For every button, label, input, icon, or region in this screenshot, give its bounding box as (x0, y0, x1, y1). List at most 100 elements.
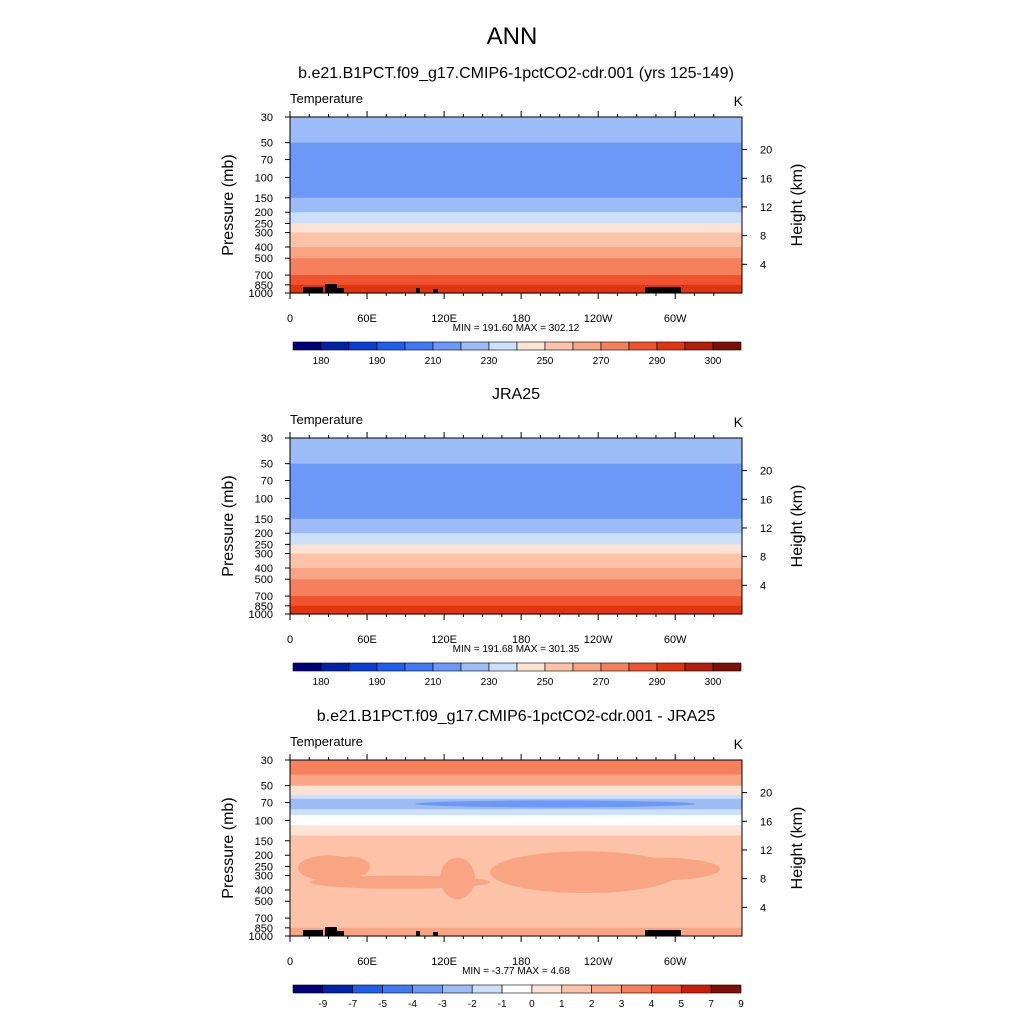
colorbar-label: -5 (378, 999, 387, 1010)
colorbar-cell (412, 984, 443, 994)
terrain-block (645, 287, 681, 293)
terrain-block (334, 288, 344, 293)
pressure-tick-label: 70 (261, 798, 273, 810)
lon-tick-label: 60W (664, 313, 687, 325)
terrain-block (433, 932, 438, 936)
pressure-tick-label: 100 (255, 815, 273, 827)
contour-band (290, 223, 742, 234)
colorbar-cell (488, 662, 518, 672)
lon-tick-label: 0 (287, 634, 293, 646)
colorbar-cell (322, 984, 354, 994)
pressure-tick-label: 500 (255, 253, 273, 265)
pressure-tick-label: 250 (255, 861, 273, 873)
difference-patch (415, 800, 695, 808)
y-axis-label: Pressure (mb) (220, 797, 237, 898)
colorbar-label: 190 (369, 677, 386, 688)
colorbar-cell (656, 662, 686, 672)
lon-tick-label: 120E (431, 634, 457, 646)
difference-patch (330, 856, 370, 878)
pressure-tick-label: 850 (255, 601, 273, 613)
colorbar-label: 230 (481, 677, 498, 688)
colorbar-label: 270 (593, 677, 610, 688)
colorbar-label: -4 (408, 999, 417, 1010)
contour-band (290, 284, 742, 294)
contour-band (290, 596, 742, 607)
pressure-tick-label: 150 (255, 836, 273, 848)
colorbar-cell (544, 662, 574, 672)
terrain-block (433, 289, 438, 293)
height-tick-label: 16 (760, 816, 772, 828)
colorbar-label: 1 (559, 999, 565, 1010)
pressure-tick-label: 30 (261, 433, 273, 445)
height-tick-label: 16 (760, 494, 772, 506)
colorbar-cell (656, 341, 686, 351)
height-tick-label: 4 (760, 259, 766, 271)
pressure-tick-label: 850 (255, 280, 273, 292)
plot-frame (289, 116, 743, 294)
colorbar-label: 250 (537, 356, 554, 367)
pressure-tick-label: 700 (255, 270, 273, 282)
height-tick-label: 12 (760, 202, 772, 214)
colorbar-cell (516, 662, 546, 672)
colorbar-cell (531, 984, 563, 994)
contour-band (290, 785, 742, 796)
panel-title: JRA25 (492, 386, 540, 403)
terrain-block (325, 927, 337, 936)
colorbar-cell (680, 984, 712, 994)
contour-band (290, 197, 742, 213)
colorbar-label: 210 (425, 356, 442, 367)
colorbar-cell (292, 341, 322, 351)
colorbar-cell (404, 341, 434, 351)
colorbar-cell (712, 662, 742, 672)
contour-panel-1: b.e21.B1PCT.f09_g17.CMIP6-1pctCO2-cdr.00… (220, 65, 806, 367)
colorbar-cell (348, 662, 378, 672)
contour-band (290, 918, 742, 929)
colorbar-label: 180 (313, 677, 330, 688)
pressure-tick-label: 300 (255, 228, 273, 240)
colorbar-cell (432, 341, 462, 351)
contour-band (290, 774, 742, 787)
contour-band (290, 794, 742, 800)
colorbar-cell (516, 341, 546, 351)
contour-band (290, 142, 742, 199)
pressure-tick-label: 200 (255, 207, 273, 219)
colorbar-cell (442, 984, 473, 994)
pressure-tick-label: 500 (255, 896, 273, 908)
height-tick-label: 8 (760, 874, 766, 886)
colorbar-cell (621, 984, 652, 994)
height-tick-label: 8 (760, 552, 766, 564)
plot-frame (289, 759, 743, 937)
pressure-tick-label: 200 (255, 850, 273, 862)
colorbar-cell (600, 662, 630, 672)
colorbar-label: 210 (425, 677, 442, 688)
colorbar-label: 2 (589, 999, 595, 1010)
pressure-tick-label: 500 (255, 574, 273, 586)
pressure-tick-label: 1000 (249, 288, 273, 300)
pressure-tick-label: 700 (255, 913, 273, 925)
pressure-tick-label: 150 (255, 514, 273, 526)
colorbar-cell (320, 662, 350, 672)
colorbar-cell (292, 984, 324, 994)
colorbar-cell (404, 662, 434, 672)
colorbar-cell (432, 662, 462, 672)
terrain-block (303, 287, 323, 293)
terrain-block (416, 931, 420, 936)
colorbar-label: 5 (678, 999, 684, 1010)
pressure-tick-label: 700 (255, 591, 273, 603)
pressure-tick-label: 1000 (249, 609, 273, 621)
colorbar-label: -7 (348, 999, 357, 1010)
y-axis-label: Pressure (mb) (220, 475, 237, 576)
pressure-tick-label: 70 (261, 476, 273, 488)
pressure-tick-label: 150 (255, 193, 273, 205)
panel-title: b.e21.B1PCT.f09_g17.CMIP6-1pctCO2-cdr.00… (298, 65, 734, 82)
height-tick-label: 4 (760, 580, 766, 592)
colorbar-label: 290 (649, 356, 666, 367)
variable-label: Temperature (290, 412, 363, 427)
contour-band (290, 518, 742, 534)
colorbar-label: -2 (468, 999, 477, 1010)
panel-title: b.e21.B1PCT.f09_g17.CMIP6-1pctCO2-cdr.00… (317, 708, 716, 725)
colorbar-label: 9 (738, 999, 744, 1010)
height-tick-label: 20 (760, 788, 772, 800)
pressure-tick-label: 70 (261, 155, 273, 167)
